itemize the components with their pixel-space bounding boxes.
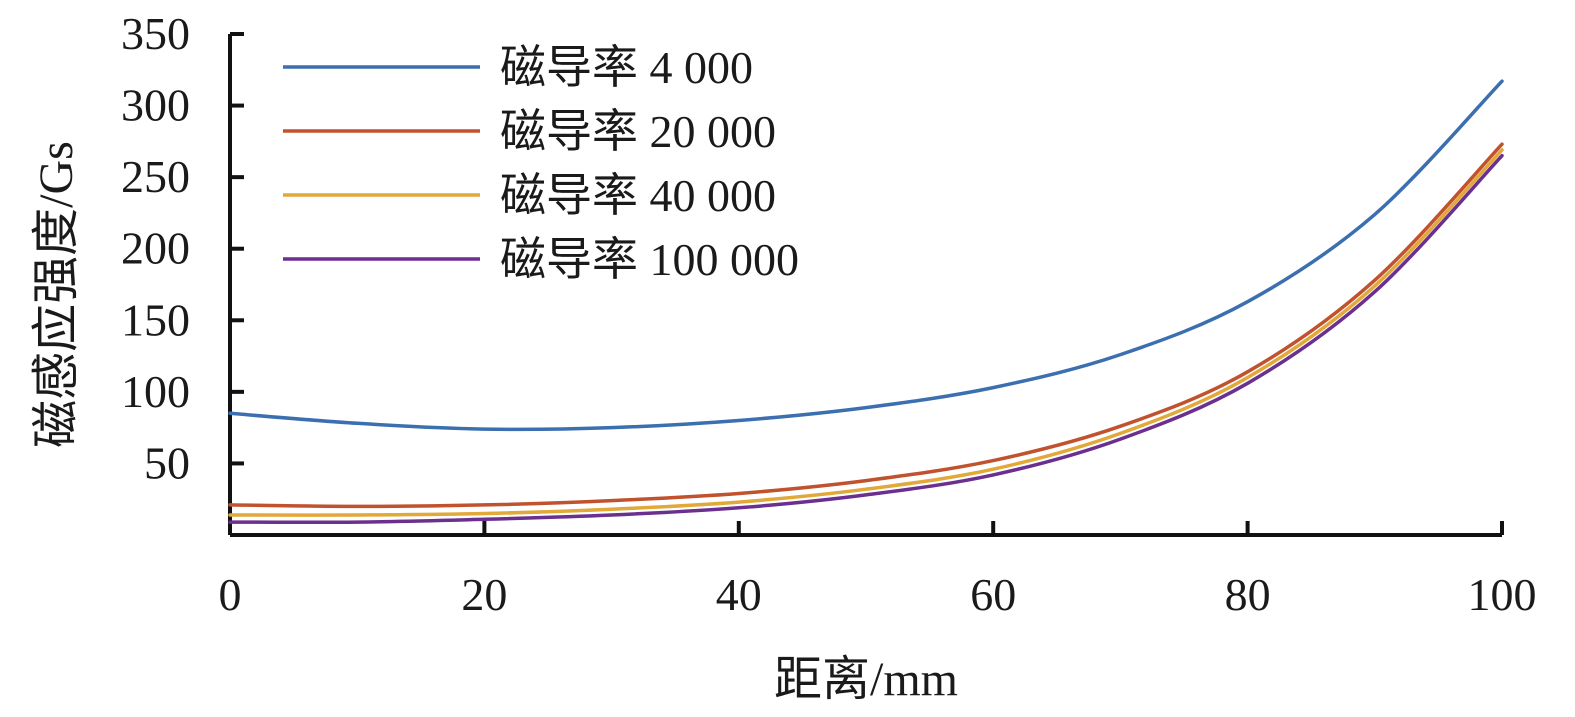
- x-axis-label: 距离/mm: [774, 653, 958, 706]
- legend-label-3: 磁导率 100 000: [500, 234, 799, 285]
- tick-group: 50 100 150 200 250 300 350 0 20 40 60 80 100: [121, 8, 1537, 620]
- x-tick-label: 60: [970, 569, 1016, 620]
- series-line-3: [228, 153, 1504, 525]
- x-tick-label: 20: [461, 569, 507, 620]
- y-tick-label: 200: [121, 223, 190, 274]
- x-tick-label: 0: [219, 569, 242, 620]
- x-tick-label: 40: [716, 569, 762, 620]
- legend-label-0: 磁导率 4 000: [500, 42, 753, 93]
- y-tick-label: 100: [121, 366, 190, 417]
- series-line-1: [228, 142, 1504, 509]
- series-line-0: [228, 79, 1504, 432]
- series-group: [228, 79, 1504, 525]
- y-tick-label: 50: [144, 437, 190, 488]
- legend-label-1: 磁导率 20 000: [500, 106, 776, 157]
- legend: 磁导率 4 000 磁导率 20 000 磁导率 40 000 磁导率 100 000: [283, 42, 799, 285]
- y-tick-label: 250: [121, 151, 190, 202]
- y-tick-label: 150: [121, 294, 190, 345]
- legend-label-2: 磁导率 40 000: [500, 170, 776, 221]
- y-axis-label: 磁感应强度/Gs: [30, 141, 83, 448]
- y-tick-label: 300: [121, 80, 190, 131]
- axes: [228, 34, 1502, 537]
- y-tick-label: 350: [121, 8, 190, 59]
- x-tick-label: 80: [1225, 569, 1271, 620]
- x-tick-label: 100: [1468, 569, 1537, 620]
- series-line-2: [228, 148, 1504, 517]
